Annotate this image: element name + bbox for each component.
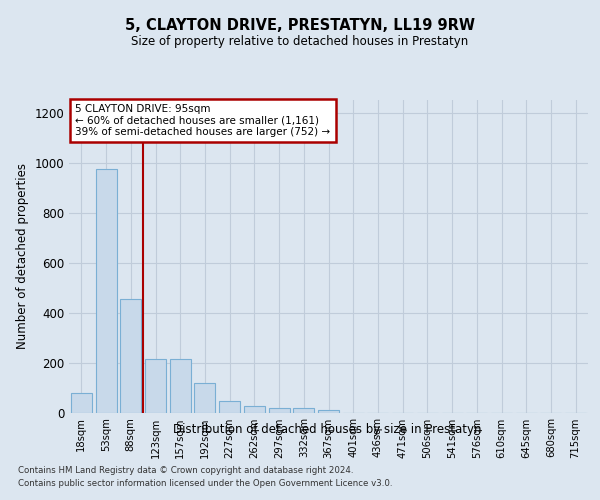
Bar	[170, 359, 191, 412]
Text: Distribution of detached houses by size in Prestatyn: Distribution of detached houses by size …	[173, 422, 481, 436]
Bar	[120, 298, 141, 412]
Text: Contains HM Land Registry data © Crown copyright and database right 2024.: Contains HM Land Registry data © Crown c…	[18, 466, 353, 475]
Bar	[219, 401, 240, 412]
Bar	[244, 406, 265, 412]
Bar	[145, 359, 166, 412]
Text: 5, CLAYTON DRIVE, PRESTATYN, LL19 9RW: 5, CLAYTON DRIVE, PRESTATYN, LL19 9RW	[125, 18, 475, 32]
Text: Contains public sector information licensed under the Open Government Licence v3: Contains public sector information licen…	[18, 479, 392, 488]
Bar	[293, 408, 314, 412]
Bar	[95, 169, 116, 412]
Bar	[318, 410, 339, 412]
Text: Size of property relative to detached houses in Prestatyn: Size of property relative to detached ho…	[131, 35, 469, 48]
Bar	[194, 382, 215, 412]
Bar	[269, 408, 290, 412]
Bar	[71, 392, 92, 412]
Y-axis label: Number of detached properties: Number of detached properties	[16, 163, 29, 349]
Text: 5 CLAYTON DRIVE: 95sqm
← 60% of detached houses are smaller (1,161)
39% of semi-: 5 CLAYTON DRIVE: 95sqm ← 60% of detached…	[75, 104, 331, 137]
